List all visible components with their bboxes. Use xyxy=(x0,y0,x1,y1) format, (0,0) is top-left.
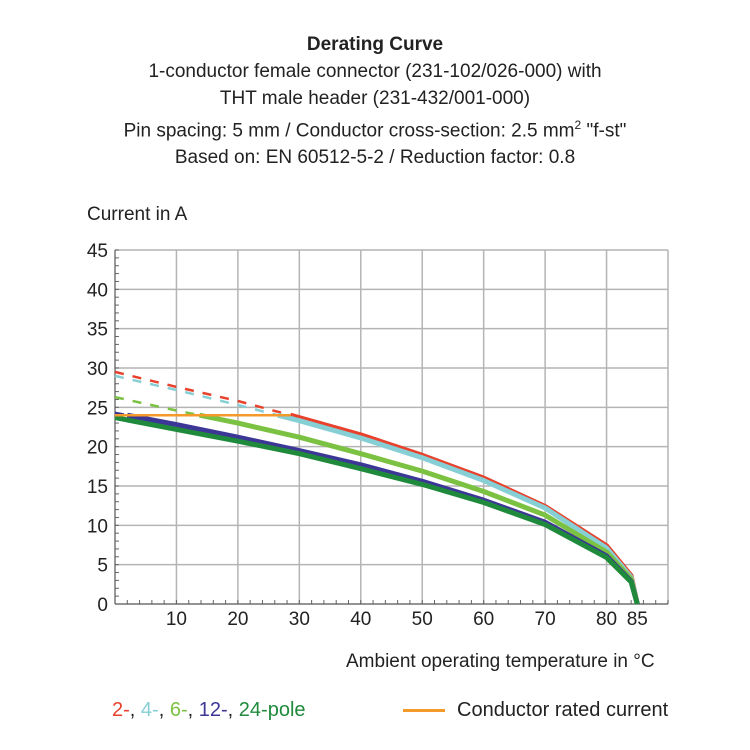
x-tick-label: 70 xyxy=(535,609,556,630)
legend-item-12-pole: 12- xyxy=(198,699,228,721)
subtitle-line-1: 1-conductor female connector (231-102/02… xyxy=(148,61,602,82)
series-24-pole-line xyxy=(114,415,640,605)
x-tick-label: 20 xyxy=(227,609,248,630)
y-tick-label: 40 xyxy=(87,280,108,301)
subtitle-line-3: Pin spacing: 5 mm / Conductor cross-sect… xyxy=(0,112,750,144)
x-tick-label: 40 xyxy=(350,609,371,630)
series-4-pole-dashed xyxy=(114,374,279,417)
subtitle-sup: 2 xyxy=(574,118,582,132)
legend-rated-swatch xyxy=(403,709,445,712)
legend-separator: , xyxy=(227,699,239,721)
y-tick-label: 35 xyxy=(87,320,108,341)
legend-item-4-pole: 4- xyxy=(140,699,159,721)
y-axis-label: Current in A xyxy=(87,204,188,225)
y-tick-label: 15 xyxy=(87,477,108,498)
legend-separator: , xyxy=(187,699,199,721)
subtitle-line-3-text: Pin spacing: 5 mm / Conductor cross-sect… xyxy=(123,120,575,142)
y-tick-label: 20 xyxy=(87,438,108,459)
y-tick-label: 0 xyxy=(97,595,108,616)
x-tick-label: 80 xyxy=(596,609,617,630)
x-tick-label: 10 xyxy=(166,609,187,630)
x-tick-label: 60 xyxy=(473,609,494,630)
legend-item-6-pole: 6- xyxy=(169,699,188,721)
legend-separator: , xyxy=(158,699,170,721)
subtitle-tail: "f-st" xyxy=(581,120,627,142)
x-tick-label: 30 xyxy=(289,609,310,630)
series-2-pole-dashed xyxy=(114,370,291,417)
y-tick-label: 45 xyxy=(87,241,108,262)
subtitle-line-4: Based on: EN 60512-5-2 / Reduction facto… xyxy=(174,147,576,169)
legend-item-24-pole: 24- xyxy=(238,699,268,721)
legend-item-2-pole: 2- xyxy=(112,699,130,721)
chart-title-block: Derating Curve 1-conductor female connec… xyxy=(0,31,750,171)
x-axis-label: Ambient operating temperature in °C xyxy=(346,651,655,672)
chart-title: Derating Curve xyxy=(306,34,444,55)
y-tick-label: 5 xyxy=(97,556,108,577)
x-tick-label: 85 xyxy=(627,609,648,630)
subtitle-line-2: THT male header (231-432/001-000) xyxy=(219,88,531,109)
y-tick-label: 25 xyxy=(87,398,108,419)
legend-separator: , xyxy=(129,699,141,721)
x-tick-label: 50 xyxy=(412,609,433,630)
legend-rated: Conductor rated current xyxy=(403,699,668,722)
series-6-pole-dashed xyxy=(114,395,200,417)
legend-pole-suffix: pole xyxy=(267,699,306,721)
y-tick-label: 10 xyxy=(87,516,108,537)
series-2-pole-line xyxy=(289,412,640,605)
legend-poles: 2-, 4-, 6-, 12-, 24-pole xyxy=(112,699,306,722)
legend-rated-label: Conductor rated current xyxy=(457,699,669,721)
y-tick-label: 30 xyxy=(87,359,108,380)
